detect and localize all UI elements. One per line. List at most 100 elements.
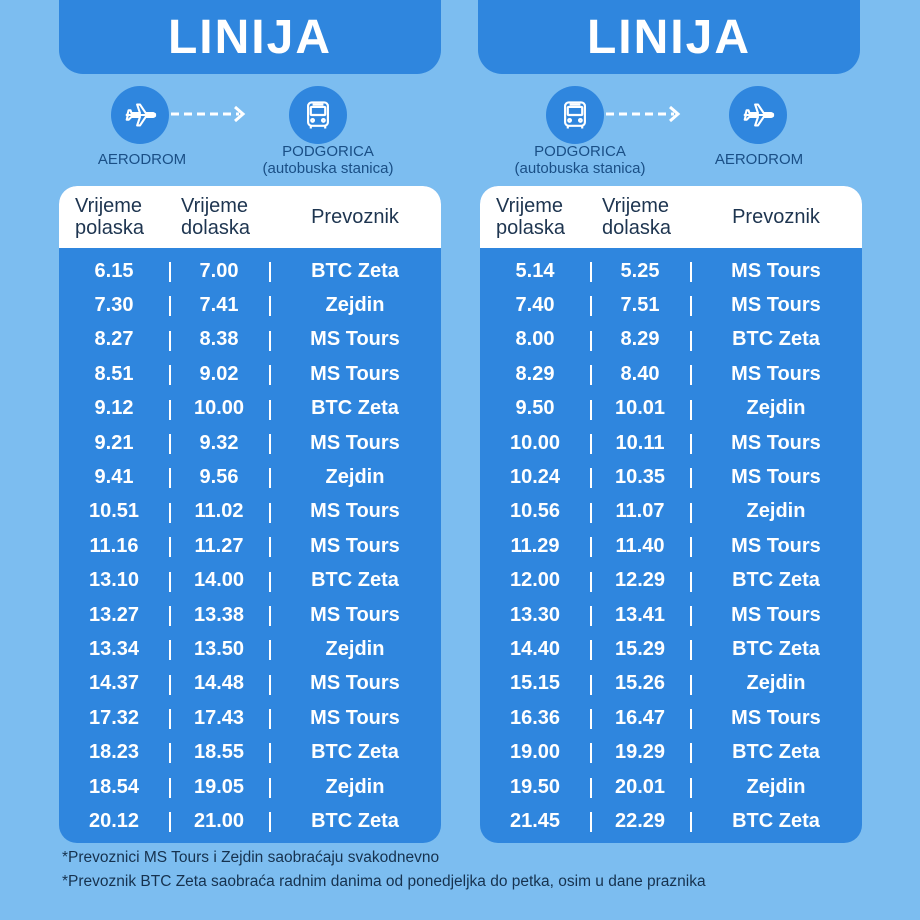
carrier-name: Zejdin: [325, 775, 385, 798]
carrier-name: Zejdin: [325, 294, 385, 317]
bus-icon: [546, 86, 604, 144]
column-divider: [169, 743, 171, 764]
departure-time: 13.27: [88, 603, 140, 626]
departure-time: 7.30: [94, 294, 134, 317]
departure-time: 10.51: [88, 500, 140, 523]
arrival-time: 20.01: [614, 775, 666, 798]
column-divider: [590, 365, 592, 386]
column-divider: [169, 399, 171, 420]
carrier-name: MS Tours: [310, 328, 400, 351]
column-divider: [269, 674, 271, 695]
departure-time: 20.12: [88, 809, 140, 832]
table-row: 11.16 11.27 MS Tours: [59, 529, 441, 563]
column-divider: [269, 777, 271, 798]
column-divider: [269, 296, 271, 317]
arrival-time: 10.00: [193, 397, 245, 420]
carrier-name: Zejdin: [746, 775, 806, 798]
table-row: 21.45 22.29 BTC Zeta: [480, 804, 862, 838]
column-divider: [590, 743, 592, 764]
table-row: 16.36 16.47 MS Tours: [480, 701, 862, 735]
arrival-time: 11.07: [615, 500, 665, 523]
column-divider: [590, 640, 592, 661]
column-divider: [690, 399, 692, 420]
departure-time: 10.56: [509, 500, 561, 523]
table-row: 6.15 7.00 BTC Zeta: [59, 254, 441, 288]
carrier-name: MS Tours: [731, 534, 821, 557]
column-divider: [269, 468, 271, 489]
departure-header: Vrijeme polaska: [75, 195, 144, 239]
departure-time: 8.00: [515, 328, 555, 351]
table-row: 9.50 10.01 Zejdin: [480, 392, 862, 426]
table-row: 11.29 11.40 MS Tours: [480, 529, 862, 563]
table-row: 14.40 15.29 BTC Zeta: [480, 632, 862, 666]
column-divider: [690, 777, 692, 798]
airplane-icon: [111, 86, 169, 144]
arrival-header: Vrijeme dolaska: [181, 195, 250, 239]
arrival-time: 19.29: [614, 741, 666, 764]
column-divider: [590, 330, 592, 351]
column-divider: [269, 571, 271, 592]
arrival-time: 14.48: [193, 672, 245, 695]
carrier-name: MS Tours: [310, 362, 400, 385]
carrier-name: MS Tours: [731, 603, 821, 626]
arrival-time: 11.40: [615, 534, 665, 557]
departure-time: 7.40: [515, 294, 555, 317]
column-divider: [269, 262, 271, 282]
column-divider: [690, 433, 692, 454]
column-divider: [169, 605, 171, 626]
carrier-name: MS Tours: [731, 294, 821, 317]
carrier-name: Zejdin: [746, 672, 806, 695]
column-divider: [690, 468, 692, 489]
airplane-icon: [729, 86, 787, 144]
column-divider: [590, 537, 592, 558]
carrier-name: Zejdin: [325, 466, 385, 489]
table-row: 12.00 12.29 BTC Zeta: [480, 564, 862, 598]
column-divider: [169, 640, 171, 661]
carrier-name: BTC Zeta: [732, 637, 820, 660]
departure-time: 14.40: [509, 637, 561, 660]
column-divider: [169, 433, 171, 454]
column-divider: [590, 399, 592, 420]
departure-time: 10.00: [509, 431, 561, 454]
departure-time: 9.12: [94, 397, 134, 420]
departure-time: 8.29: [515, 362, 555, 385]
carrier-name: BTC Zeta: [732, 809, 820, 832]
carrier-name: BTC Zeta: [732, 328, 820, 351]
column-divider: [269, 743, 271, 764]
carrier-name: Zejdin: [325, 637, 385, 660]
carrier-name: MS Tours: [731, 362, 821, 385]
departure-time: 19.00: [509, 741, 561, 764]
arrival-time: 8.29: [620, 328, 660, 351]
departure-time: 9.50: [515, 397, 555, 420]
departure-time: 14.37: [88, 672, 140, 695]
table-header: Vrijeme polaska Vrijeme dolaska Prevozni…: [59, 186, 441, 248]
panel-title: LINIJA: [478, 0, 860, 74]
table-row: 18.23 18.55 BTC Zeta: [59, 735, 441, 769]
footnote-daily: *Prevoznici MS Tours i Zejdin saobraćaju…: [62, 849, 440, 866]
column-divider: [169, 777, 171, 798]
origin-label: AERODROM: [97, 151, 187, 168]
timetable-airport-to-city: LINIJA: [59, 0, 441, 843]
arrival-time: 16.47: [614, 706, 666, 729]
departure-time: 16.36: [509, 706, 561, 729]
table-row: 7.40 7.51 MS Tours: [480, 288, 862, 322]
column-divider: [690, 743, 692, 764]
column-divider: [590, 605, 592, 626]
carrier-name: MS Tours: [731, 466, 821, 489]
table-row: 13.10 14.00 BTC Zeta: [59, 564, 441, 598]
arrival-time: 11.02: [194, 500, 244, 523]
arrival-time: 22.29: [614, 809, 666, 832]
destination-label: AERODROM: [714, 151, 804, 168]
column-divider: [269, 330, 271, 351]
column-divider: [269, 709, 271, 730]
carrier-name: BTC Zeta: [311, 397, 399, 420]
carrier-header: Prevoznik: [311, 206, 399, 228]
column-divider: [269, 537, 271, 558]
departure-time: 19.50: [509, 775, 561, 798]
carrier-header: Prevoznik: [732, 206, 820, 228]
column-divider: [690, 605, 692, 626]
column-divider: [169, 674, 171, 695]
table-row: 10.56 11.07 Zejdin: [480, 495, 862, 529]
arrival-time: 8.38: [199, 328, 239, 351]
column-divider: [690, 709, 692, 730]
